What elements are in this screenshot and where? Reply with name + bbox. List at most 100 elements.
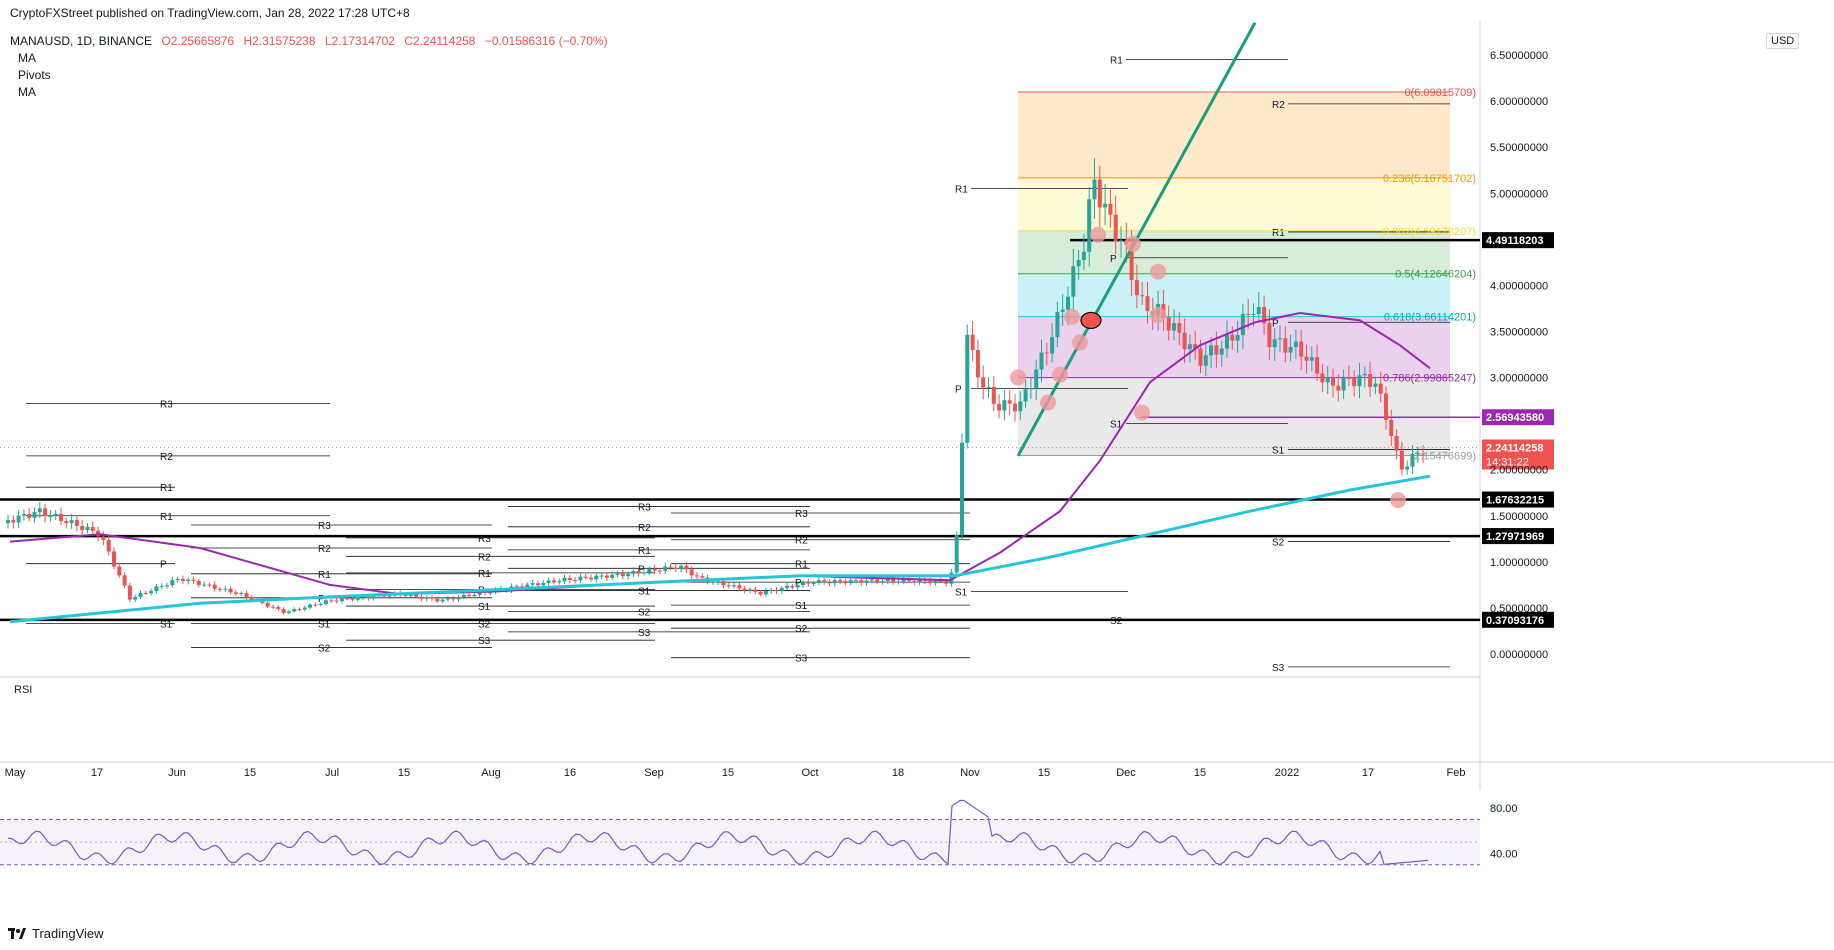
candle-body (1209, 345, 1214, 356)
candle-body (838, 580, 843, 582)
candle-body (133, 596, 138, 600)
time-axis[interactable]: May 17 Jun 15 Jul 15 Aug 16 Sep 15 Oct 18 Nov 15 Dec 15… (5, 767, 1466, 779)
candle-body (642, 572, 646, 574)
candle-body (1066, 296, 1070, 310)
candle-body (127, 585, 132, 600)
candle-body (1108, 203, 1113, 215)
pivot-label-r1: R1 (478, 569, 491, 580)
candle-body (1113, 214, 1118, 242)
candle-body (928, 580, 933, 584)
marker-circle (1150, 263, 1166, 280)
candle-body (339, 598, 344, 602)
price-tick: 1.50000000 (1490, 511, 1548, 523)
level-price-label: 1.67632215 (1486, 495, 1544, 507)
open-value: O2.25665876 (161, 34, 235, 48)
candle-body (975, 349, 980, 378)
candle-body (726, 585, 731, 587)
candle-body (721, 581, 726, 586)
candle-body (1028, 388, 1033, 390)
candle-body (1092, 179, 1097, 200)
currency-badge[interactable]: USD (1766, 33, 1800, 49)
tradingview-logo-icon (8, 927, 26, 939)
candle-body (1198, 348, 1203, 366)
candle-body (710, 581, 715, 583)
candle-body (954, 535, 959, 573)
time-tick: 15 (722, 767, 734, 779)
candle-body (562, 578, 567, 582)
candle-body (732, 585, 737, 587)
candle-body (610, 574, 615, 578)
time-tick: 17 (1362, 767, 1374, 779)
candle-body (90, 526, 95, 531)
candle-body (1378, 383, 1383, 394)
price-axis[interactable]: 6.50000000 6.00000000 5.50000000 5.00000000… (1490, 50, 1548, 661)
candle-body (536, 583, 540, 586)
level-price-label: 0.37093176 (1486, 615, 1544, 627)
price-tick: 3.50000000 (1490, 326, 1548, 338)
candle-body (122, 575, 127, 586)
ma-50-line (9, 311, 1431, 596)
candle-body (64, 521, 69, 524)
time-tick: May (5, 767, 26, 779)
candle-body (249, 596, 254, 601)
pivot-label-p: P (1272, 318, 1279, 329)
marker-circles (1010, 226, 1406, 509)
candle-body (350, 598, 355, 600)
candle-body (1246, 313, 1251, 315)
pivot-label-s1: S1 (1110, 420, 1123, 431)
candle-body (244, 593, 249, 597)
candle-body (366, 596, 371, 599)
candle-body (1336, 385, 1341, 391)
symbol-label[interactable]: MANAUSD, 1D, BINANCE (10, 34, 153, 48)
candle-body (589, 577, 593, 580)
candle-body (657, 570, 662, 572)
candle-body (949, 572, 954, 584)
rsi-title: RSI (14, 684, 32, 696)
candle-body (1177, 323, 1182, 333)
candle-body (530, 583, 535, 585)
level-price-label: 2.56943580 (1486, 412, 1544, 424)
candle-body (1134, 280, 1139, 296)
fib-label-1: (2.15476699) (1411, 450, 1476, 462)
candle-body (265, 602, 270, 607)
candle-body (276, 607, 281, 610)
candle-body (742, 588, 747, 591)
candle-body (1023, 389, 1028, 402)
candle-body (801, 581, 805, 586)
candle-body (779, 587, 784, 592)
fib-label-0.236: 0.236(5.16751702) (1383, 173, 1476, 185)
indicator-ma-2[interactable]: MA (18, 85, 36, 99)
candle-body (27, 514, 32, 518)
candle-body (891, 578, 896, 582)
candle-body (159, 586, 164, 588)
candle-body (758, 591, 763, 595)
candle-body (445, 598, 450, 600)
candle-body (1219, 348, 1224, 355)
candle-body (673, 567, 678, 570)
price-tick: 0.50000000 (1490, 603, 1548, 615)
pivot-label-s3: S3 (638, 628, 651, 639)
candle-body (1394, 435, 1399, 451)
candle-body (1309, 357, 1314, 361)
level-price-label: 4.49118203 (1486, 235, 1544, 247)
candle-body (1129, 244, 1134, 281)
candle-body (1187, 344, 1192, 350)
ohlc-line: MANAUSD, 1D, BINANCE O2.25665876 H2.3157… (10, 34, 614, 48)
fib-label-0.382: 0.382(4.59178207) (1383, 226, 1476, 238)
candle-body (626, 573, 631, 577)
candle-body (1405, 466, 1410, 470)
indicator-pivots[interactable]: Pivots (18, 68, 51, 82)
candle-body (970, 334, 975, 350)
candle-body (451, 598, 456, 600)
candle-body (695, 575, 699, 577)
pivot-label-r2: R2 (1272, 100, 1285, 111)
candle-body (456, 597, 461, 600)
candle-body (1352, 378, 1357, 387)
candle-body (525, 584, 530, 588)
candle-body (790, 585, 795, 588)
time-tick: Nov (960, 767, 980, 779)
indicator-ma-1[interactable]: MA (18, 51, 36, 65)
candle-body (472, 594, 477, 597)
candle-body (551, 580, 556, 583)
